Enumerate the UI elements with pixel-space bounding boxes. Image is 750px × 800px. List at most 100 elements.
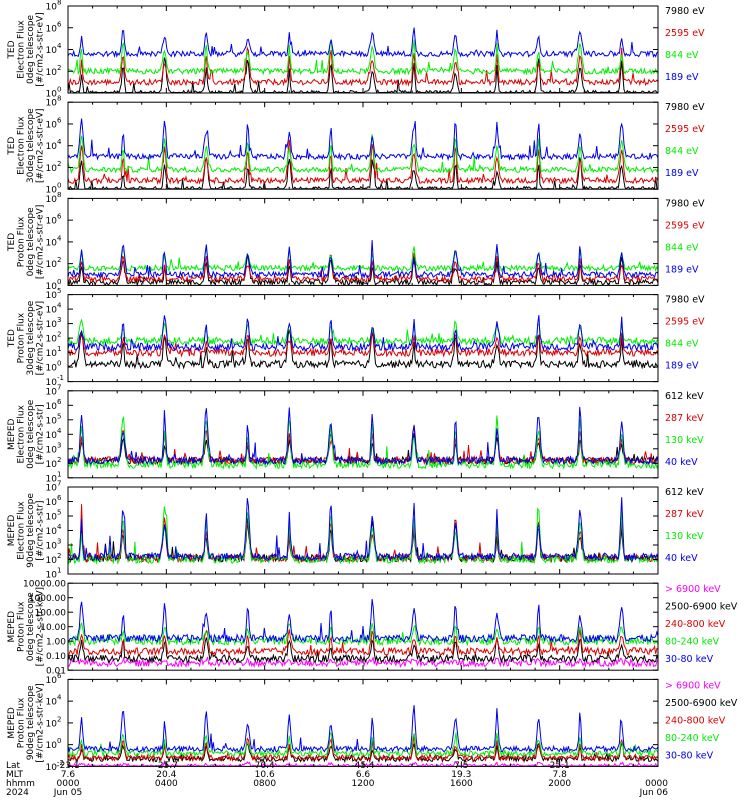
y-tick-exponent: 2 bbox=[57, 552, 61, 560]
y-tick-exponent: 0 bbox=[57, 182, 61, 190]
y-tick-label: 10 bbox=[46, 3, 58, 13]
y-tick-label: 10 bbox=[46, 349, 58, 359]
y-axis-label: [#/cm2-s-str-eV] bbox=[36, 301, 46, 376]
y-tick-exponent: 4 bbox=[57, 523, 62, 531]
y-axis-label: 0deg telescope bbox=[26, 207, 36, 277]
legend-entry: 2595 eV bbox=[665, 124, 705, 135]
y-tick-label: 10 bbox=[46, 90, 58, 100]
legend-entry: > 6900 keV bbox=[665, 680, 721, 691]
legend-entry: 2595 eV bbox=[665, 220, 705, 231]
legend-entry: 240-800 keV bbox=[665, 619, 726, 630]
y-tick-label: 10 bbox=[46, 402, 58, 412]
y-axis-label: MEPED bbox=[7, 707, 17, 739]
y-tick-label: 10 bbox=[46, 68, 58, 78]
x-tick-hhmm: 1600 bbox=[450, 779, 473, 789]
y-tick-exponent: 3 bbox=[57, 441, 61, 449]
y-tick-exponent: 0 bbox=[57, 278, 61, 286]
x-tick-lat: 25.1 bbox=[550, 761, 570, 771]
y-axis-label: [#/cm2-s-str-keV] bbox=[36, 683, 46, 762]
y-tick-label: 10 bbox=[46, 527, 58, 537]
y-axis-label: 90deg telescope bbox=[26, 493, 36, 568]
x-tick-mlt: 7.6 bbox=[61, 770, 76, 780]
y-tick-exponent: 3 bbox=[57, 538, 61, 546]
y-axis-label: 30deg telescope bbox=[26, 108, 36, 183]
legend-entry: 40 keV bbox=[665, 457, 698, 468]
y-tick-exponent: 8 bbox=[57, 0, 61, 7]
y-axis-label: Electron Flux bbox=[17, 116, 27, 175]
y-axis-label: MEPED bbox=[7, 418, 17, 450]
y-tick-label: 10 bbox=[46, 320, 58, 330]
y-tick-exponent: 5 bbox=[57, 287, 61, 295]
y-axis-label: TED bbox=[7, 329, 17, 348]
y-tick-exponent: 7 bbox=[57, 383, 61, 391]
y-tick-label: 10 bbox=[46, 513, 58, 523]
series-line-4 bbox=[67, 27, 659, 59]
y-tick-label: 10 bbox=[46, 416, 58, 426]
legend-entry: 80-240 keV bbox=[665, 637, 720, 648]
panel-frame bbox=[67, 101, 659, 190]
x-tick-lat: 70.4 bbox=[255, 761, 275, 771]
y-axis-label: [#/cm2-s-str] bbox=[36, 500, 46, 560]
legend-entry: 287 keV bbox=[665, 509, 704, 520]
y-tick-label: 1000.00 bbox=[29, 594, 66, 604]
y-tick-exponent: 4 bbox=[57, 42, 62, 50]
series-line-1 bbox=[67, 57, 658, 94]
y-axis-label: Proton Flux bbox=[17, 216, 27, 267]
y-tick-label: 10 bbox=[46, 763, 58, 773]
y-tick-exponent: 4 bbox=[57, 694, 62, 702]
y-tick-label: 10 bbox=[46, 282, 58, 292]
x-tick-hhmm: 2000 bbox=[548, 779, 571, 789]
y-axis-label: Proton Flux bbox=[17, 601, 27, 652]
y-tick-label: 10000.00 bbox=[23, 580, 66, 590]
y-tick-exponent: 2 bbox=[57, 331, 61, 339]
series-line-2 bbox=[67, 504, 659, 564]
y-axis-label: Electron Flux bbox=[17, 404, 27, 463]
series-line-3 bbox=[67, 318, 659, 347]
y-axis-label: Electron Flux bbox=[17, 501, 27, 560]
y-axis-label: 90deg telescope bbox=[26, 685, 36, 760]
x-tick-mlt: 20.4 bbox=[156, 770, 176, 780]
y-axis-label: 0deg telescope bbox=[26, 399, 36, 469]
y-tick-label: 10 bbox=[46, 164, 58, 174]
x-tick-mlt: 10.6 bbox=[255, 770, 275, 780]
y-axis-label: MEPED bbox=[7, 611, 17, 643]
legend-entry: 130 keV bbox=[665, 531, 704, 542]
y-axis-label: Electron Flux bbox=[17, 20, 27, 79]
panel-frame bbox=[67, 294, 659, 383]
y-axis-label: [#/cm2-s-str-eV] bbox=[36, 12, 46, 87]
y-tick-label: 10 bbox=[46, 120, 58, 130]
series-line-4 bbox=[67, 118, 659, 162]
y-tick-label: 10 bbox=[46, 484, 58, 494]
x-row-label: hhmm bbox=[6, 779, 35, 789]
y-axis-label: Proton Flux bbox=[17, 697, 27, 748]
legend-entry: 240-800 keV bbox=[665, 715, 726, 726]
y-axis-label: TED bbox=[7, 137, 17, 156]
y-tick-exponent: 2 bbox=[57, 256, 61, 264]
y-axis-label: 0deg telescope bbox=[26, 592, 36, 662]
y-tick-exponent: -1 bbox=[57, 374, 64, 382]
y-tick-label: 10.00 bbox=[40, 623, 66, 633]
legend-entry: 189 eV bbox=[665, 361, 699, 372]
legend-entry: 287 keV bbox=[665, 413, 704, 424]
y-tick-exponent: 6 bbox=[57, 116, 62, 124]
legend-entry: 40 keV bbox=[665, 553, 698, 564]
y-tick-label: 10 bbox=[46, 46, 58, 56]
series-line-3 bbox=[67, 506, 659, 565]
y-axis-label: 30deg telescope bbox=[26, 300, 36, 375]
y-tick-exponent: 2 bbox=[57, 64, 61, 72]
x-tick-lat: -45.4 bbox=[351, 761, 375, 771]
x-tick-date: Jun 06 bbox=[639, 788, 669, 798]
series-line-4 bbox=[67, 240, 659, 279]
legend-entry: 2595 eV bbox=[665, 28, 705, 39]
legend-entry: 189 eV bbox=[665, 168, 699, 179]
x-tick-hhmm: 0000 bbox=[57, 779, 80, 789]
series-line-2 bbox=[67, 139, 659, 185]
legend-entry: 80-240 keV bbox=[665, 733, 720, 744]
y-tick-exponent: 7 bbox=[57, 480, 61, 488]
y-axis-label: [#/cm2-s-str-eV] bbox=[36, 205, 46, 280]
